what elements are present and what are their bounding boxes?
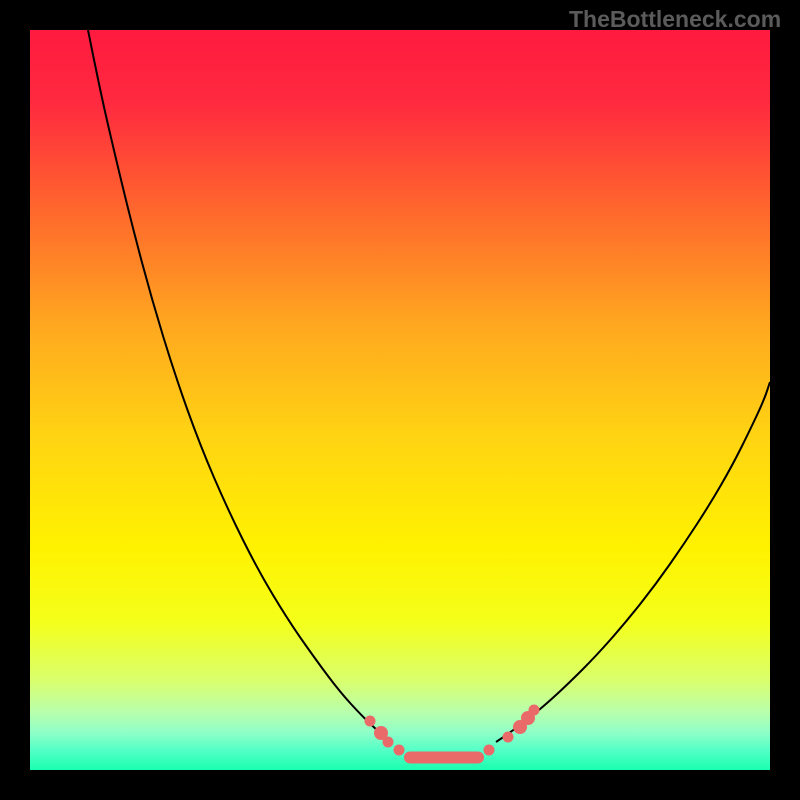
- curve-left: [88, 30, 392, 742]
- bottleneck-curve: [30, 30, 770, 770]
- curve-right: [496, 382, 770, 742]
- marker-dot: [529, 705, 540, 716]
- marker-dot: [503, 732, 514, 743]
- marker-dot: [394, 745, 405, 756]
- chart-frame: TheBottleneck.com: [0, 0, 800, 800]
- marker-dot: [484, 745, 495, 756]
- marker-dot: [383, 737, 394, 748]
- plot-area: [30, 30, 770, 770]
- bottleneck-range-capsule: [404, 752, 484, 764]
- bottom-markers: [365, 705, 540, 764]
- marker-dot: [365, 716, 376, 727]
- watermark-text: TheBottleneck.com: [569, 6, 781, 33]
